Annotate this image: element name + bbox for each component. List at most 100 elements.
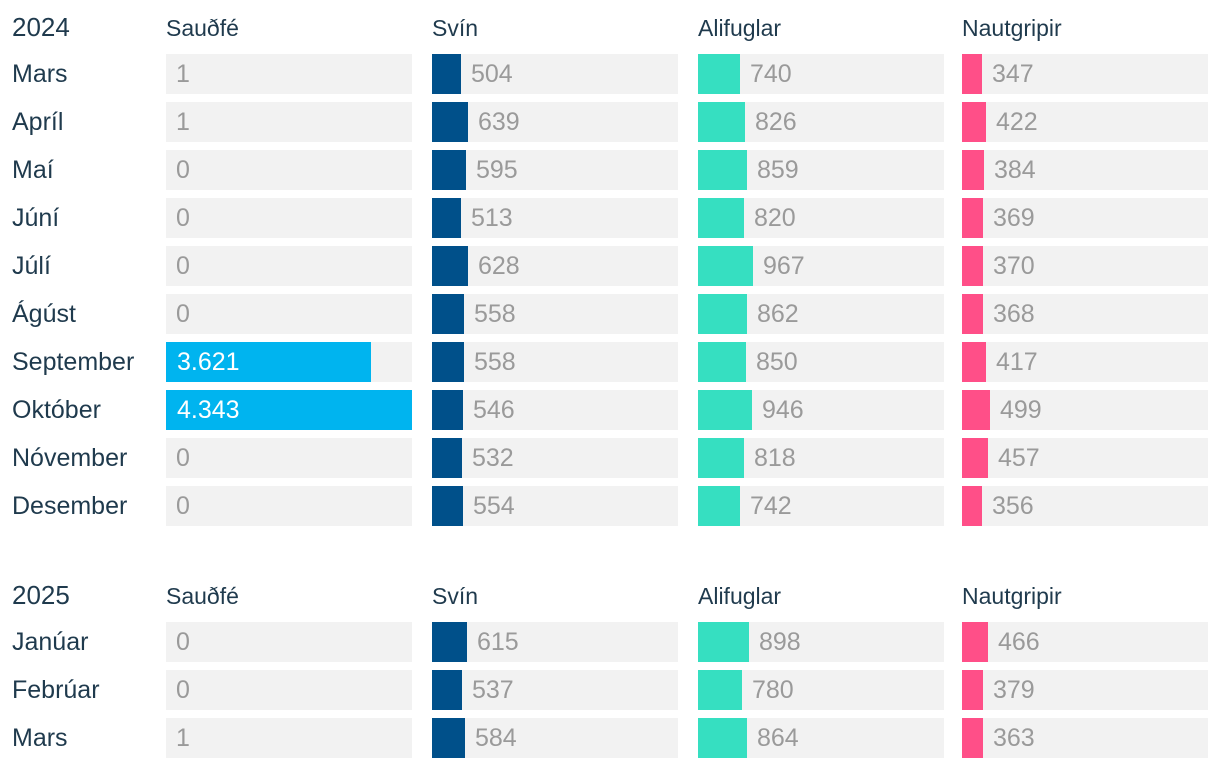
month-label: Nóvember	[12, 444, 128, 472]
month-label: Júní	[12, 204, 60, 232]
value-cell: 826	[698, 102, 944, 142]
value-cell: 558	[432, 294, 678, 334]
bar-3	[962, 54, 982, 94]
bar-1	[432, 54, 461, 94]
bar-2	[698, 294, 747, 334]
value-cell: 0	[166, 670, 412, 710]
value-label: 850	[756, 348, 798, 376]
value-label: 384	[994, 156, 1036, 184]
value-label: 0	[176, 628, 190, 656]
bar-1	[432, 198, 461, 238]
value-label: 584	[475, 724, 517, 752]
value-cell: 3.621	[166, 342, 412, 382]
value-label: 363	[993, 724, 1035, 752]
month-label: September	[12, 348, 135, 376]
value-cell: 818	[698, 438, 944, 478]
value-cell: 347	[962, 54, 1208, 94]
value-cell: 384	[962, 150, 1208, 190]
value-label: 818	[754, 444, 796, 472]
year-label: 2024	[12, 12, 70, 42]
bar-2	[698, 670, 742, 710]
column-header-1: Svín	[432, 15, 479, 41]
value-cell: 370	[962, 246, 1208, 286]
value-label: 0	[176, 300, 190, 328]
month-label: Janúar	[12, 628, 89, 656]
value-label: 826	[755, 108, 797, 136]
value-cell: 368	[962, 294, 1208, 334]
value-cell: 862	[698, 294, 944, 334]
value-label: 639	[478, 108, 520, 136]
value-cell: 0	[166, 486, 412, 526]
value-label: 0	[176, 676, 190, 704]
value-label: 967	[763, 252, 805, 280]
value-cell: 628	[432, 246, 678, 286]
value-cell: 558	[432, 342, 678, 382]
value-cell: 0	[166, 438, 412, 478]
bar-3	[962, 102, 986, 142]
value-cell: 967	[698, 246, 944, 286]
value-label: 0	[176, 444, 190, 472]
value-label: 504	[471, 60, 513, 88]
column-header-2: Alifuglar	[698, 15, 782, 41]
value-label: 742	[750, 492, 792, 520]
value-cell: 554	[432, 486, 678, 526]
value-cell: 639	[432, 102, 678, 142]
column-header-3: Nautgripir	[962, 583, 1062, 609]
month-label: Febrúar	[12, 676, 100, 704]
bar-2	[698, 198, 744, 238]
bar-3	[962, 198, 983, 238]
value-label: 0	[176, 204, 190, 232]
bar-0	[166, 390, 412, 430]
bar-3	[962, 486, 982, 526]
value-label: 3.621	[177, 348, 240, 376]
bar-3	[962, 438, 988, 478]
value-label: 864	[757, 724, 799, 752]
value-cell: 584	[432, 718, 678, 758]
bar-1	[432, 486, 463, 526]
value-label: 862	[757, 300, 799, 328]
bar-3	[962, 246, 983, 286]
value-cell: 1	[166, 54, 412, 94]
column-header-0: Sauðfé	[166, 583, 239, 609]
bar-0	[166, 342, 371, 382]
value-cell: 422	[962, 102, 1208, 142]
value-cell: 1	[166, 102, 412, 142]
value-label: 1	[176, 108, 190, 136]
value-cell: 513	[432, 198, 678, 238]
value-cell: 0	[166, 246, 412, 286]
value-cell: 504	[432, 54, 678, 94]
value-label: 532	[472, 444, 514, 472]
bar-3	[962, 670, 983, 710]
bar-1	[432, 294, 464, 334]
value-cell: 532	[432, 438, 678, 478]
value-label: 369	[993, 204, 1035, 232]
value-cell: 499	[962, 390, 1208, 430]
bar-3	[962, 718, 983, 758]
value-label: 368	[993, 300, 1035, 328]
value-label: 457	[998, 444, 1040, 472]
month-label: Desember	[12, 492, 128, 520]
bar-2	[698, 150, 747, 190]
value-label: 513	[471, 204, 513, 232]
value-label: 356	[992, 492, 1034, 520]
bar-3	[962, 390, 990, 430]
value-label: 820	[754, 204, 796, 232]
value-label: 0	[176, 156, 190, 184]
value-label: 537	[472, 676, 514, 704]
value-label: 379	[993, 676, 1035, 704]
value-label: 499	[1000, 396, 1042, 424]
value-cell: 780	[698, 670, 944, 710]
value-cell: 457	[962, 438, 1208, 478]
value-label: 946	[762, 396, 804, 424]
month-label: Mars	[12, 724, 68, 752]
value-label: 898	[759, 628, 801, 656]
value-cell: 740	[698, 54, 944, 94]
value-cell: 417	[962, 342, 1208, 382]
value-label: 422	[996, 108, 1038, 136]
value-label: 370	[993, 252, 1035, 280]
value-cell: 363	[962, 718, 1208, 758]
value-cell: 1	[166, 718, 412, 758]
bar-1	[432, 622, 467, 662]
bar-2	[698, 102, 745, 142]
value-cell: 0	[166, 622, 412, 662]
